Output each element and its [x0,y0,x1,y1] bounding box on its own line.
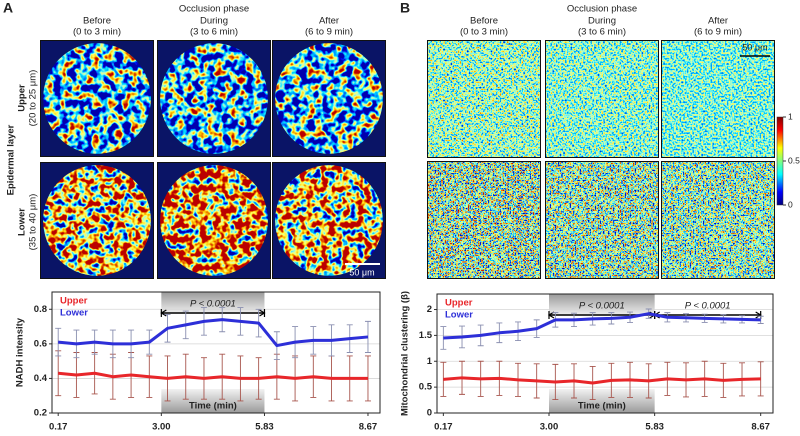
phase-shade [549,389,655,413]
micrograph-border [545,161,659,279]
micrograph-border [157,162,271,279]
bracket-end [547,311,555,319]
panel-header: Occlusion phase [567,4,637,15]
micrograph-border [661,161,775,279]
y-axis-label: NADH intensity [15,317,26,387]
x-tick-label: 0.17 [49,422,68,433]
row-group-label: Epidermal layer [6,124,17,195]
x-tick-label: 5.83 [645,422,664,433]
column-range: (3 to 6 min) [578,27,626,38]
y-tick-label: 1 [427,356,433,367]
bracket-end [160,309,167,317]
error-bar [757,361,764,397]
micrograph-border [157,40,271,157]
colorbar-tick-label: 1 [788,111,793,121]
y-axis-label: Mitochondrial clustering (β) [400,291,411,416]
legend-entry: Lower [445,310,473,321]
micrograph [275,165,383,276]
y-tick-label: 0.2 [34,408,47,419]
micrograph [545,40,659,158]
micrograph-border [661,40,775,158]
scale-bar-label: 50 μm [349,267,374,277]
x-tick-label: 8.67 [751,422,770,433]
micrograph-border [272,162,386,279]
data-line [58,318,369,348]
micrograph [275,43,383,154]
micrograph [661,40,775,158]
row-label: Lower [17,208,28,236]
micrograph [160,165,268,276]
micrograph-border [40,40,154,157]
micrograph-border [427,40,541,158]
panel-label: B [400,0,410,16]
p-value: P < 0.0001 [685,301,731,312]
micrograph-border [545,40,659,158]
row-label: Upper [17,84,28,112]
y-tick-label: 0.8 [34,304,47,315]
y-tick-label: 2 [427,304,432,315]
x-tick-label: 3.00 [152,422,171,433]
row-sublabel: (35 to 40 μm) [28,194,39,251]
p-value: P < 0.0001 [190,299,236,310]
column-range: (6 to 9 min) [305,27,353,38]
x-tick-label: 0.17 [434,422,453,433]
micrograph [545,161,659,279]
scale-bar-label: 50 μm [742,42,767,52]
panel-label: A [3,0,13,16]
y-tick-label: 1.5 [419,330,433,341]
column-title: After [319,16,339,27]
bracket-end [259,309,266,317]
x-axis-label: Time (min) [578,401,626,412]
data-line [58,371,368,380]
column-range: (0 to 3 min) [73,27,121,38]
legend-entry: Upper [60,296,88,307]
micrograph-border [40,162,154,279]
column-range: (6 to 9 min) [694,27,742,38]
column-title: Before [83,16,111,27]
micrograph-border [427,161,541,279]
y-tick-label: 0 [427,408,432,419]
phase-shade [161,292,265,314]
micrograph [661,161,775,279]
y-tick-label: 0.4 [34,373,48,384]
micrograph [427,161,541,279]
micrograph [427,40,541,158]
x-tick-label: 5.83 [255,422,274,433]
y-tick-label: 0.6 [34,338,47,349]
plot-frame [51,291,381,414]
phase-shade [161,389,265,413]
colorbar-tick-label: 0 [788,199,793,209]
colorbar-tick-label: 0.5 [788,155,800,165]
y-tick-label: 0.5 [419,382,433,393]
column-range: (0 to 3 min) [460,27,508,38]
x-axis-label: Time (min) [189,401,237,412]
column-title: During [588,16,616,27]
column-title: During [200,16,228,27]
x-tick-label: 8.67 [359,422,378,433]
panel-header: Occlusion phase [179,4,249,15]
micrograph [43,43,151,154]
column-title: Before [470,16,498,27]
column-title: After [708,16,728,27]
micrograph [43,165,151,276]
column-range: (3 to 6 min) [190,27,238,38]
micrograph-border [272,40,386,157]
legend-entry: Lower [60,308,88,319]
legend-entry: Upper [445,298,473,309]
micrograph [160,43,268,154]
x-tick-label: 3.00 [540,422,559,433]
plot-frame [436,293,774,414]
row-sublabel: (20 to 25 μm) [28,70,39,127]
colorbar [776,116,784,206]
data-line [443,312,761,340]
data-line [443,376,761,385]
p-value: P < 0.0001 [579,301,625,312]
phase-shade [549,294,655,316]
